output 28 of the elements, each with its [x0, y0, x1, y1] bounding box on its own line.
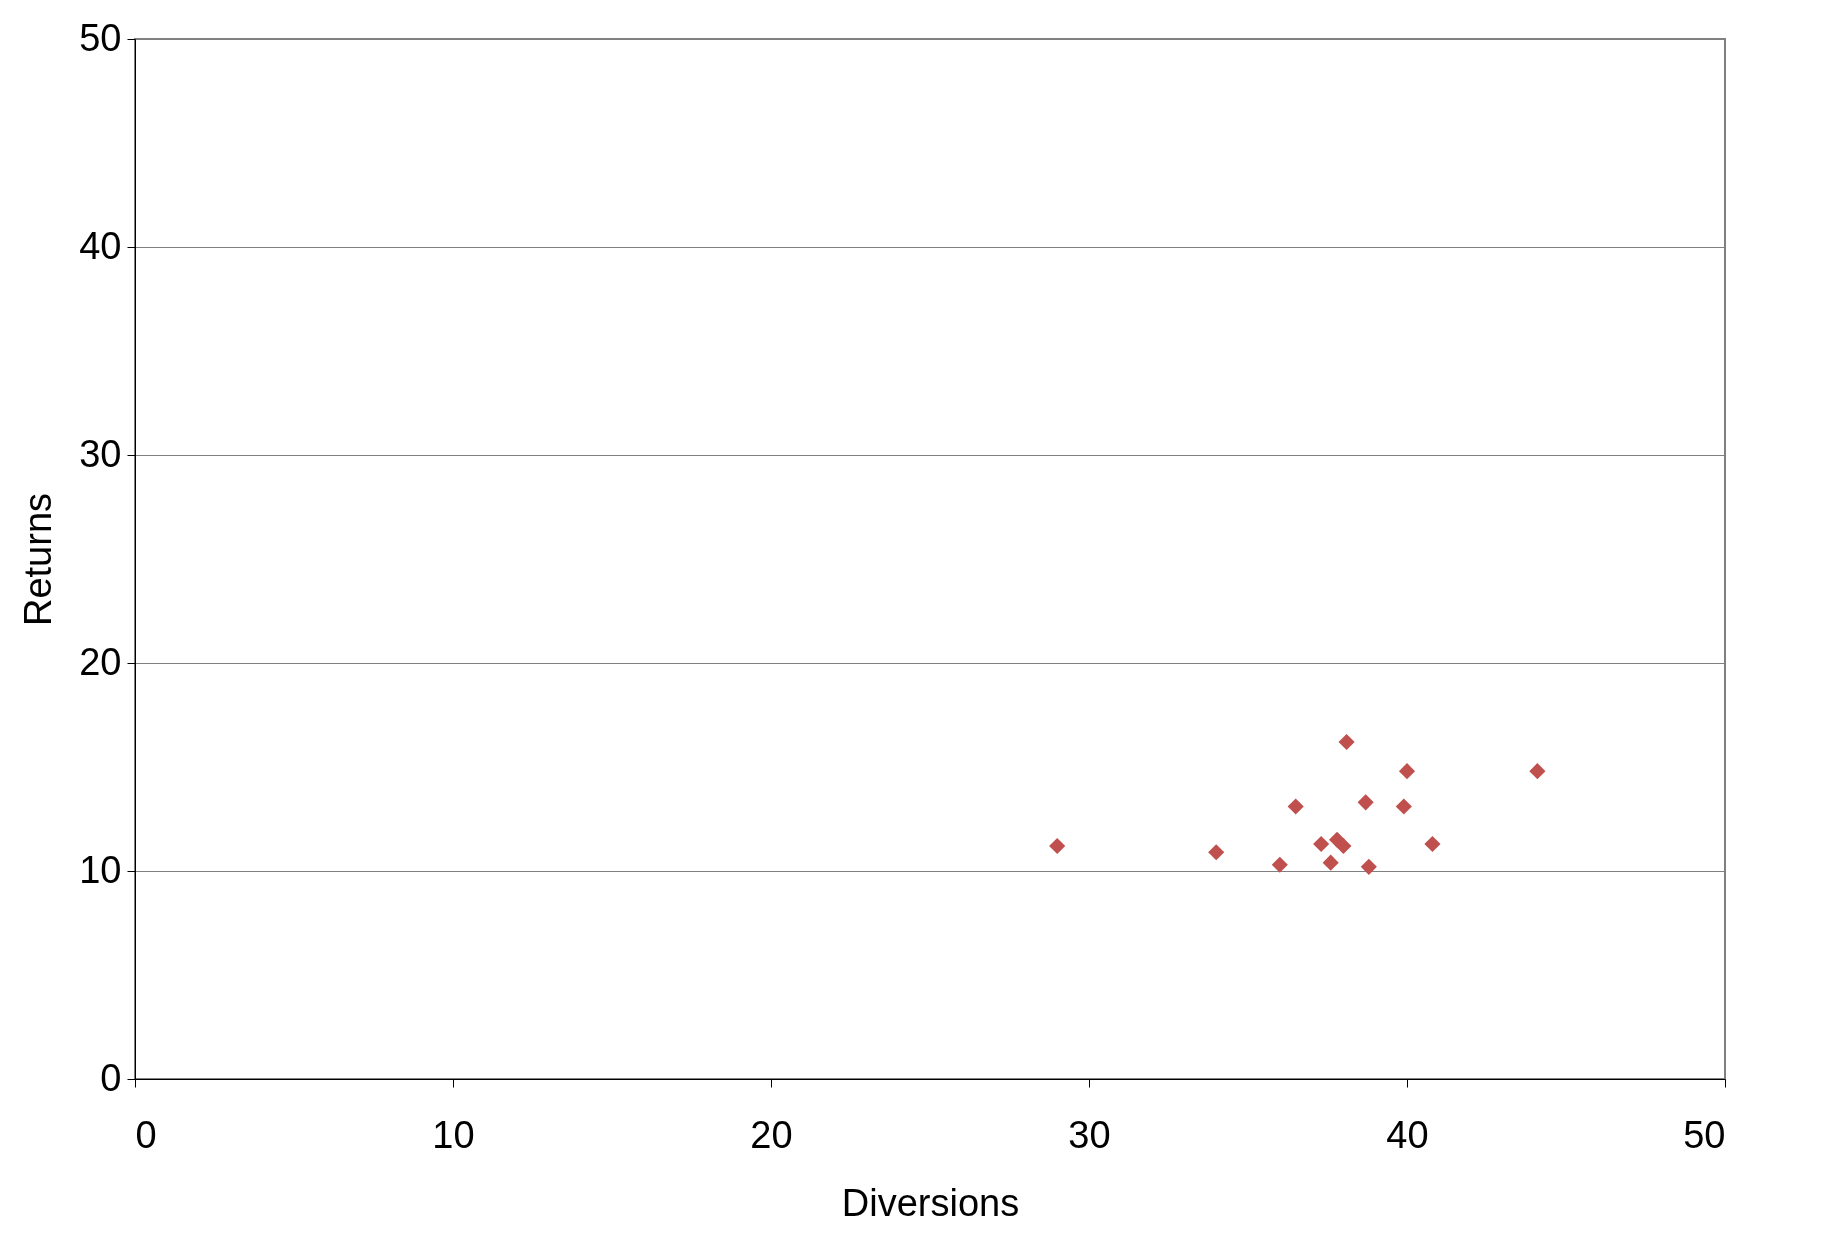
y-tick-label: 20	[79, 640, 122, 683]
y-tick-label: 40	[79, 224, 122, 267]
point	[1398, 763, 1416, 780]
y-tick-label: 0	[100, 1056, 122, 1099]
y-axis-title: Returns	[17, 492, 60, 627]
x-tick-label: 50	[1683, 1113, 1726, 1156]
point	[1313, 835, 1330, 853]
point	[1322, 854, 1339, 871]
x-axis-title: Diversions	[841, 1181, 1020, 1224]
point	[1395, 798, 1412, 815]
point	[1424, 835, 1441, 853]
point	[1529, 763, 1546, 780]
y-tick-label: 10	[79, 848, 122, 891]
y-tick-label: 30	[79, 432, 122, 475]
point	[1271, 856, 1288, 873]
x-tick-label: 30	[1068, 1113, 1111, 1156]
point	[1335, 837, 1352, 855]
x-tick-label: 10	[432, 1113, 475, 1156]
point	[1360, 858, 1377, 875]
y-tick-label: 50	[79, 16, 122, 59]
point	[1287, 798, 1304, 815]
point	[1208, 844, 1225, 861]
point	[1357, 794, 1374, 811]
x-tick-label: 20	[750, 1113, 793, 1156]
x-tick-label: 40	[1386, 1113, 1429, 1156]
point	[1338, 733, 1355, 751]
x-tick-label: 0	[135, 1113, 157, 1156]
point	[1049, 837, 1066, 855]
